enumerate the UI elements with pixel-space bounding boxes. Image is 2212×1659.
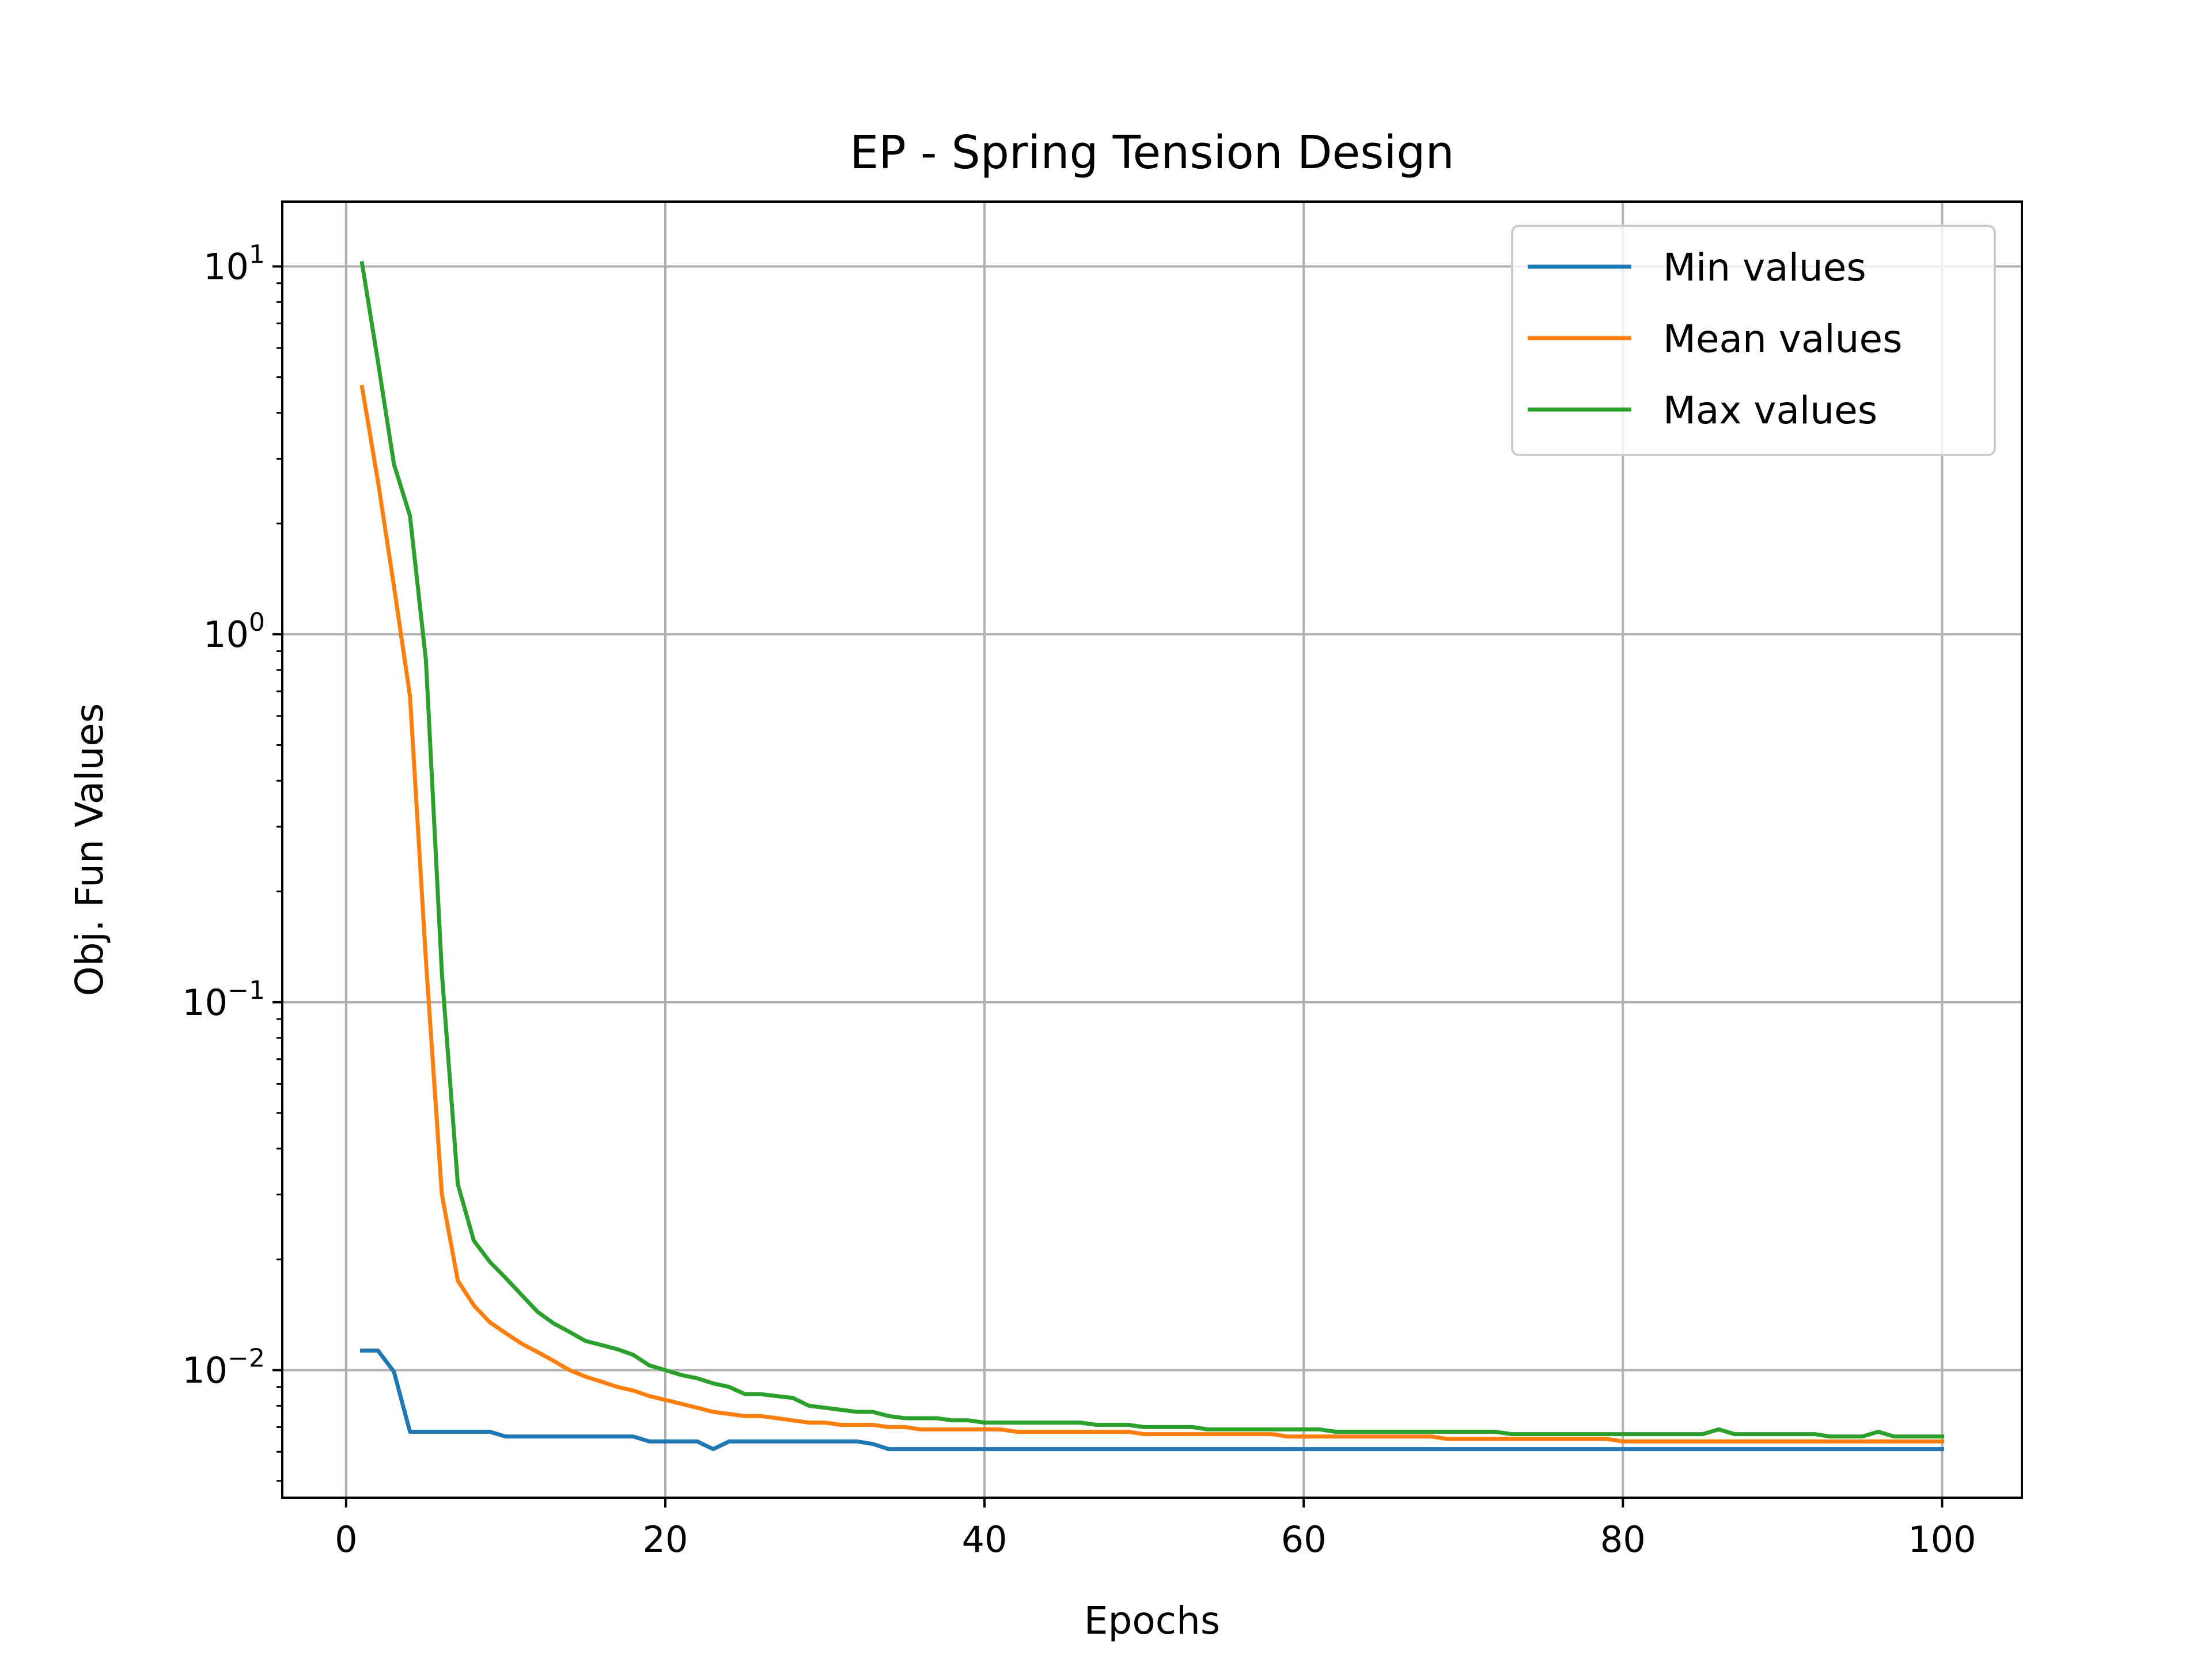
legend-label: Mean values: [1663, 317, 1902, 361]
legend: Min values Mean values Max values: [1511, 225, 1996, 456]
y-tick-label: 101: [203, 240, 265, 287]
y-tick-label: 10−2: [182, 1344, 265, 1392]
series-line-min-values: [360, 1349, 1944, 1452]
y-axis-ticks: 101 100 10−1 10−2: [182, 240, 282, 1482]
y-tick-label: 10−1: [182, 976, 265, 1024]
axes-frame: [281, 200, 2023, 1499]
x-tick-label: 20: [643, 1518, 688, 1560]
series-lines: [359, 260, 1944, 1452]
series-line-max-values: [359, 260, 1944, 1439]
chart-title: EP - Spring Tension Design: [850, 126, 1454, 179]
x-axis-ticks: 0 20 40 60 80 100: [335, 1498, 1976, 1560]
y-tick-label: 100: [203, 608, 265, 656]
x-axis-label: Epochs: [1084, 1599, 1220, 1643]
series-line-mean-values: [359, 384, 1944, 1444]
x-tick-label: 40: [962, 1518, 1007, 1560]
y-axis-label: Obj. Fun Values: [67, 703, 112, 997]
legend-label: Max values: [1663, 388, 1877, 433]
legend-label: Min values: [1663, 245, 1866, 290]
x-tick-label: 80: [1600, 1518, 1646, 1560]
x-tick-label: 100: [1908, 1518, 1976, 1560]
legend-box: [1511, 225, 1996, 456]
x-tick-label: 60: [1281, 1518, 1327, 1560]
x-tick-label: 0: [335, 1518, 357, 1560]
